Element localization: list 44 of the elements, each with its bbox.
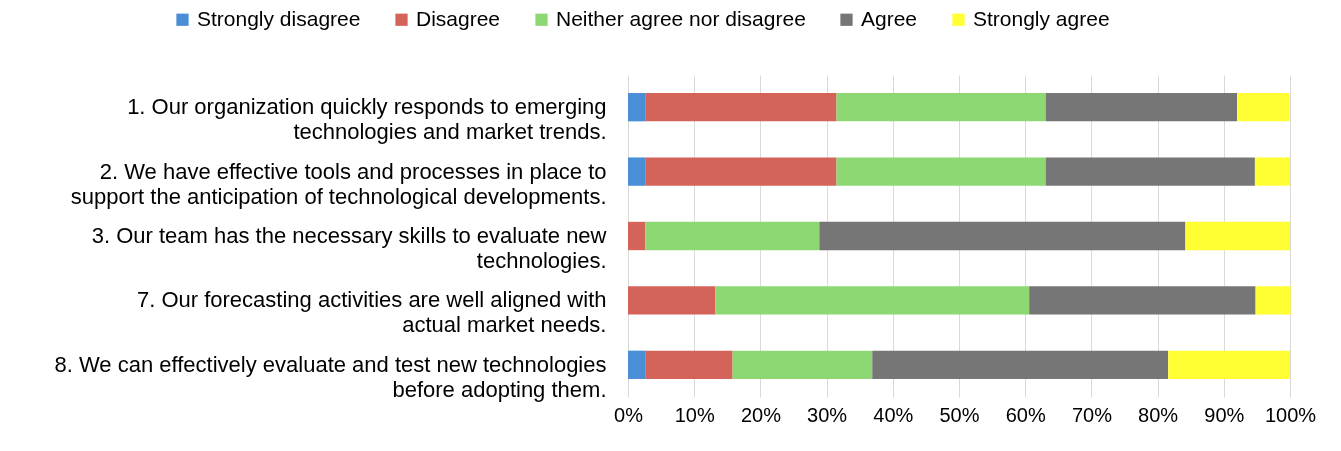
legend-label: Disagree (416, 6, 501, 30)
legend-label: Strongly disagree (197, 6, 361, 30)
legend-label: Agree (861, 6, 918, 30)
x-tick-label: 40% (873, 403, 914, 426)
bar (628, 350, 646, 379)
bar (1254, 157, 1290, 186)
y-tick-label: 1. Our organization quickly responds to emerging technologies and market trends. (127, 94, 607, 145)
y-tick-label: 7. Our forecasting activities are well aligned with actual market needs. (136, 287, 607, 338)
bar (872, 350, 1169, 379)
x-tick-label: 60% (1005, 403, 1046, 426)
bar (1045, 157, 1255, 186)
bar (645, 93, 837, 122)
bar (1237, 93, 1290, 122)
x-tick-label: 70% (1071, 403, 1113, 426)
x-tick-label: 0% (614, 403, 644, 426)
bar (836, 157, 1046, 186)
x-tick-label: 10% (674, 403, 715, 426)
bar (819, 221, 1186, 251)
bar (628, 93, 646, 122)
y-tick-label: 2. We have effective tools and processes in place to support the anticipation of technological developments. (70, 158, 607, 209)
bar (628, 286, 716, 315)
bar (1255, 286, 1291, 315)
bar (645, 221, 820, 251)
legend-label: Neither agree nor disagree (556, 6, 806, 30)
legend-label: Strongly agree (973, 6, 1110, 30)
x-tick-label: 30% (807, 403, 848, 426)
bar (645, 157, 837, 186)
x-tick-label: 50% (939, 403, 980, 426)
bar (1045, 93, 1238, 122)
x-tick-label: 20% (740, 403, 782, 426)
bar (732, 350, 873, 379)
y-tick-label: 3. Our team has the necessary skills to evaluate new technologies. (91, 223, 607, 273)
bar (836, 93, 1046, 122)
x-tick-label: 80% (1138, 403, 1179, 426)
y-tick-label: 8. We can effectively evaluate and test new technologies before adopting them. (54, 351, 607, 402)
bar (715, 286, 1030, 315)
bar (1168, 350, 1290, 379)
bar (645, 350, 733, 379)
x-tick-label: 90% (1204, 403, 1245, 426)
bar (628, 221, 646, 251)
x-tick-label: 100% (1264, 403, 1317, 426)
bar (1029, 286, 1256, 315)
bar (628, 157, 646, 186)
bar (1185, 221, 1290, 251)
